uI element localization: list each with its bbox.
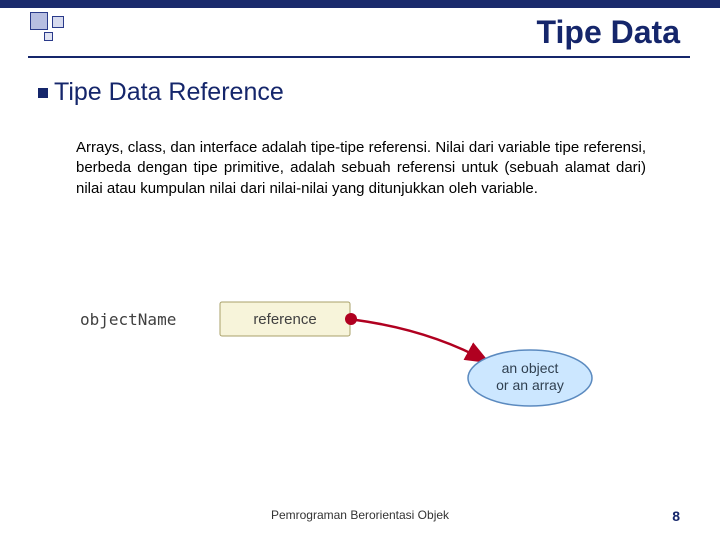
reference-arrow-icon bbox=[356, 320, 488, 362]
reference-box-text: reference bbox=[253, 311, 316, 328]
footer-text: Pemrograman Berorientasi Objek bbox=[0, 508, 720, 522]
title-underline bbox=[28, 56, 690, 58]
balloon-line1: an object bbox=[502, 360, 559, 376]
top-accent-bar bbox=[0, 0, 720, 8]
balloon-line2: or an array bbox=[496, 377, 564, 393]
slide-title: Tipe Data bbox=[537, 14, 680, 51]
section-heading: Tipe Data Reference bbox=[38, 78, 284, 107]
section-heading-text: Tipe Data Reference bbox=[54, 78, 284, 106]
footer-page-number: 8 bbox=[672, 508, 680, 524]
body-paragraph: Arrays, class, dan interface adalah tipe… bbox=[76, 138, 646, 199]
reference-dot-icon bbox=[345, 313, 357, 325]
diagram-left-label: objectName bbox=[80, 310, 176, 329]
reference-diagram: objectName reference an object or an arr… bbox=[70, 280, 630, 410]
bullet-square-icon bbox=[38, 88, 48, 98]
